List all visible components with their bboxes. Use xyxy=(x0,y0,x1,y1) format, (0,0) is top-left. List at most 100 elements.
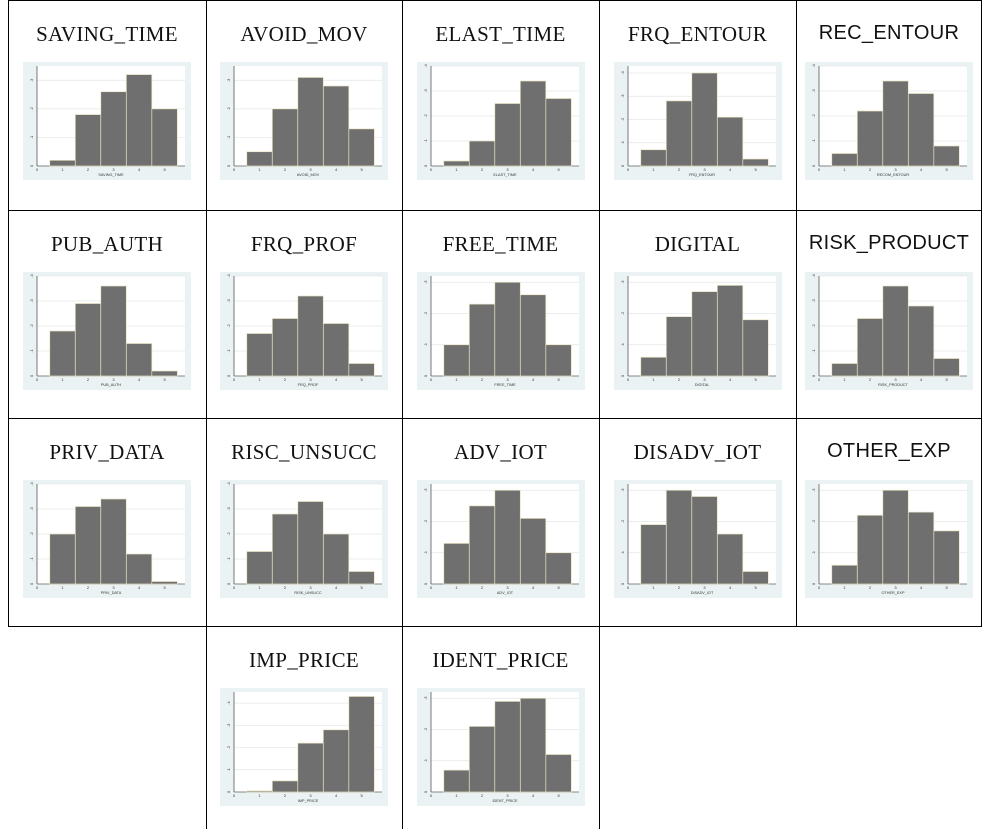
x-tick-label: 2 xyxy=(677,377,680,382)
x-tick-label: 3 xyxy=(112,585,115,590)
x-axis-label: RISK_UNSUCC xyxy=(294,591,321,595)
histogram-plot: 0 .1 .2 .3 0 1 2 3 4 5 SAVING_TIME xyxy=(23,62,191,180)
x-tick-label: 3 xyxy=(506,167,509,172)
x-tick-label: 2 xyxy=(284,167,287,172)
y-tick-label: .4 xyxy=(226,701,231,705)
histogram-bar xyxy=(271,780,299,793)
y-tick-label: 0 xyxy=(226,790,231,793)
y-tick-label: .3 xyxy=(226,723,231,727)
histogram-bar xyxy=(322,533,350,585)
x-axis-label: DISADV_IOT xyxy=(690,591,713,595)
histogram-plot: 0 .1 .2 .3 0 1 2 3 4 5 AVOID_MOV xyxy=(220,62,388,180)
x-tick-label: 5 xyxy=(557,167,560,172)
histogram-cell: IMP_PRICE 0 .1 .2 .3 .4 0 1 2 3 4 5 IMP_PRICE xyxy=(206,626,402,829)
histogram-bar xyxy=(151,108,178,167)
y-tick-label: .4 xyxy=(811,64,816,68)
table-border xyxy=(8,418,982,419)
x-tick-label: 4 xyxy=(335,585,338,590)
x-tick-label: 2 xyxy=(480,585,483,590)
histogram-bar xyxy=(246,790,273,793)
x-tick-label: 5 xyxy=(557,377,560,382)
y-tick-label: .3 xyxy=(423,488,428,492)
histogram-bar xyxy=(519,80,546,167)
y-tick-label: 0 xyxy=(226,582,231,585)
x-tick-label: 3 xyxy=(112,377,115,382)
x-tick-label: 0 xyxy=(429,167,432,172)
histogram-bar xyxy=(125,343,153,377)
y-tick-label: .4 xyxy=(226,274,231,278)
table-border xyxy=(206,626,207,829)
histogram-bar xyxy=(831,564,858,585)
y-tick-label: .1 xyxy=(226,349,231,353)
x-tick-label: 0 xyxy=(626,377,629,382)
histogram-bar xyxy=(246,551,273,585)
histogram-bar xyxy=(100,285,127,377)
histogram-plot: 0 .1 .2 .3 .4 0 1 2 3 4 5 ELAST_TIME xyxy=(416,62,585,180)
histogram-bar xyxy=(74,114,102,167)
table-border xyxy=(599,626,600,829)
x-tick-label: 0 xyxy=(626,167,629,172)
x-tick-label: 2 xyxy=(480,377,483,382)
x-tick-label: 1 xyxy=(652,585,655,590)
x-tick-label: 3 xyxy=(894,167,897,172)
histogram-bar xyxy=(49,533,76,585)
y-tick-label: .3 xyxy=(811,89,816,93)
y-tick-label: .1 xyxy=(29,349,34,353)
histogram-bar xyxy=(74,506,102,585)
x-tick-label: 1 xyxy=(61,167,64,172)
histogram-plot: 0 .1 .2 .3 .4 0 1 2 3 4 5 PUB_AUTH xyxy=(23,272,191,390)
histogram-bar xyxy=(297,501,324,585)
histogram-plot: 0 .1 .2 .3 .4 0 1 2 3 4 5 RISK_PRODUCT xyxy=(805,272,973,390)
histogram-bar xyxy=(741,319,769,377)
histogram-cell: RISC_UNSUCC 0 .1 .2 .3 .4 0 1 2 3 4 5 RISK_UNSUCC xyxy=(206,418,402,626)
y-tick-label: 0 xyxy=(29,374,34,377)
y-tick-label: .3 xyxy=(226,507,231,511)
y-tick-label: .4 xyxy=(29,482,34,486)
histogram-bar xyxy=(690,496,718,585)
x-tick-label: 2 xyxy=(677,585,680,590)
histogram-bar xyxy=(442,344,470,377)
x-tick-label: 2 xyxy=(284,585,287,590)
histogram-bar xyxy=(665,316,692,377)
histogram-bar xyxy=(519,697,546,793)
x-tick-label: 5 xyxy=(557,793,560,798)
x-axis-label: FRQ_ENTOUR xyxy=(688,173,714,177)
y-tick-label: .2 xyxy=(423,311,428,315)
histogram-bar xyxy=(468,303,495,377)
x-tick-label: 1 xyxy=(61,377,64,382)
y-tick-label: .4 xyxy=(29,274,34,278)
x-tick-label: 1 xyxy=(843,377,846,382)
x-tick-label: 3 xyxy=(506,585,509,590)
table-border xyxy=(402,626,403,829)
histogram-title: ELAST_TIME xyxy=(435,22,566,46)
y-tick-label: .3 xyxy=(29,78,34,82)
x-tick-label: 0 xyxy=(233,377,236,382)
histogram-bar xyxy=(544,98,572,167)
x-tick-label: 4 xyxy=(138,377,141,382)
histogram-bar xyxy=(493,281,521,377)
x-tick-label: 3 xyxy=(309,585,312,590)
histogram-bar xyxy=(907,93,935,167)
histogram-bar xyxy=(297,742,324,793)
histogram-bar xyxy=(246,151,273,167)
table-border xyxy=(402,0,403,626)
histogram-bar xyxy=(442,769,470,793)
y-tick-label: 0 xyxy=(620,374,625,377)
y-tick-label: .2 xyxy=(29,106,34,110)
histogram-cell: REC_ENTOUR 0 .1 .2 .3 .4 0 1 2 3 4 5 RECOM_ENTOUR xyxy=(796,0,982,210)
table-border xyxy=(796,0,797,626)
x-tick-label: 4 xyxy=(728,377,731,382)
histogram-title: FREE_TIME xyxy=(442,232,559,256)
y-tick-label: 0 xyxy=(620,164,625,167)
histogram-cell: FRQ_PROF 0 .1 .2 .3 .4 0 1 2 3 4 5 FRQ_PROF xyxy=(206,210,402,418)
histogram-bar xyxy=(297,295,324,377)
y-tick-label: .1 xyxy=(423,550,428,554)
x-axis-label: IMP_PRICE xyxy=(298,799,319,803)
histogram-cell: FREE_TIME 0 .1 .2 .3 0 1 2 3 4 5 FREE_TIME xyxy=(402,210,599,418)
x-tick-label: 2 xyxy=(480,167,483,172)
x-tick-label: 3 xyxy=(309,167,312,172)
y-tick-label: .2 xyxy=(811,519,816,523)
histogram-bar xyxy=(933,145,960,167)
histogram-bar xyxy=(493,103,521,167)
histogram-bar xyxy=(665,489,692,585)
